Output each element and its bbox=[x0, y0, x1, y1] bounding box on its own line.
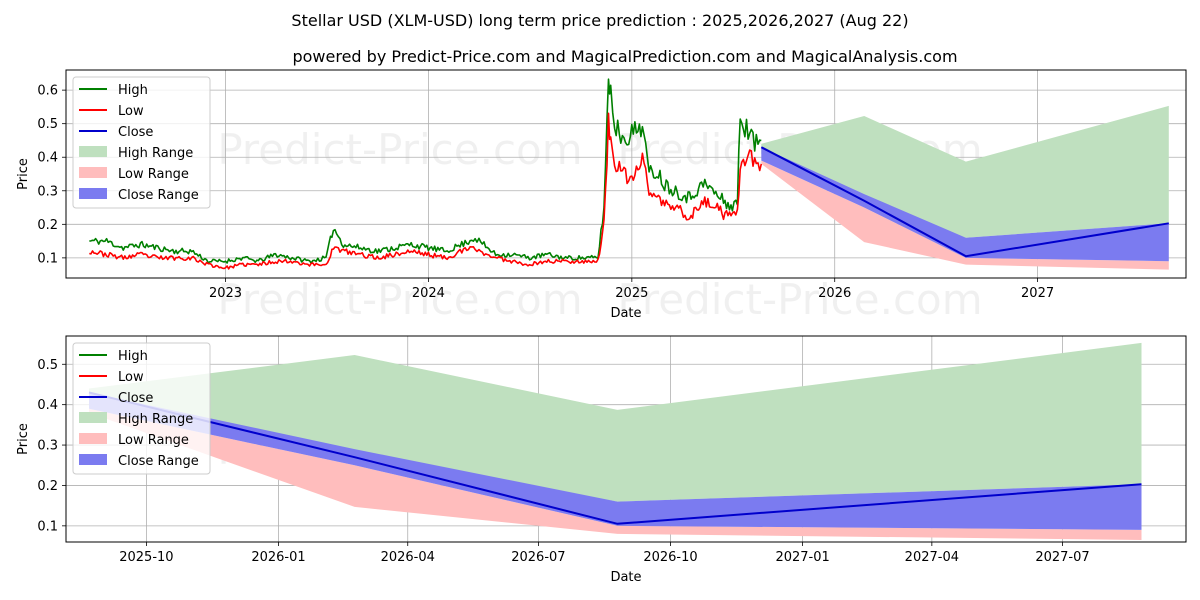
close-series-line bbox=[88, 391, 1142, 525]
x-tick-label: 2027 bbox=[1021, 286, 1054, 301]
y-tick-label: 0.4 bbox=[37, 398, 58, 413]
legend-swatch-high-range bbox=[79, 412, 107, 423]
x-tick-label: 2026 bbox=[818, 286, 851, 301]
y-tick-label: 0.4 bbox=[37, 151, 58, 166]
y-tick-label: 0.2 bbox=[37, 479, 58, 494]
chart-subtitle: powered by Predict-Price.com and Magical… bbox=[292, 47, 957, 66]
legend-swatch-low-range bbox=[79, 433, 107, 444]
legend-box bbox=[72, 76, 211, 209]
x-tick-label: 2027-07 bbox=[1035, 550, 1089, 565]
legend-label: Low Range bbox=[118, 167, 189, 182]
x-tick-label: 2026-07 bbox=[511, 550, 565, 565]
legend-label: High bbox=[118, 83, 148, 98]
y-axis-label: Price bbox=[16, 423, 31, 455]
forecast-plot: Predict-Price.comPredict-Price.com2025-1… bbox=[16, 335, 1187, 585]
plot-frame bbox=[65, 69, 1187, 279]
legend-label: High Range bbox=[118, 146, 193, 161]
x-tick-label: 2025 bbox=[615, 286, 648, 301]
legend-box bbox=[72, 342, 211, 475]
legend-label: Close bbox=[118, 125, 153, 140]
y-tick-label: 0.5 bbox=[37, 117, 58, 132]
legend-label: Close bbox=[118, 391, 153, 406]
low-series-line bbox=[89, 112, 763, 270]
x-tick-label: 2023 bbox=[209, 286, 242, 301]
legend-label: Close Range bbox=[118, 454, 199, 469]
y-tick-label: 0.1 bbox=[37, 519, 58, 534]
y-tick-label: 0.3 bbox=[37, 184, 58, 199]
legend-swatch-close-range bbox=[79, 188, 107, 199]
y-tick-label: 0.2 bbox=[37, 218, 58, 233]
high-range-band bbox=[89, 342, 1142, 502]
x-axis-label: Date bbox=[610, 306, 641, 321]
legend-swatch-high-range bbox=[79, 146, 107, 157]
legend-label: High Range bbox=[118, 412, 193, 427]
y-tick-label: 0.5 bbox=[37, 358, 58, 373]
x-tick-label: 2026-10 bbox=[643, 550, 697, 565]
x-tick-label: 2027-04 bbox=[905, 550, 959, 565]
plot-frame bbox=[65, 335, 1187, 543]
low-range-band bbox=[761, 160, 1169, 270]
legend-label: Low Range bbox=[118, 433, 189, 448]
watermark-text: Predict-Price.com bbox=[617, 275, 982, 324]
close-range-band bbox=[761, 147, 1169, 262]
x-axis-label: Date bbox=[610, 570, 641, 585]
legend-label: Low bbox=[118, 104, 144, 119]
watermark-text: Predict-Price.com bbox=[217, 125, 582, 174]
x-tick-label: 2025-10 bbox=[119, 550, 173, 565]
x-tick-label: 2026-01 bbox=[251, 550, 305, 565]
legend-label: Close Range bbox=[118, 188, 199, 203]
high-series-line bbox=[89, 78, 762, 264]
y-tick-label: 0.1 bbox=[37, 251, 58, 266]
chart-title: Stellar USD (XLM-USD) long term price pr… bbox=[291, 11, 908, 30]
watermark-text: Predict-Price.com bbox=[217, 275, 582, 324]
legend-label: High bbox=[118, 349, 148, 364]
legend-label: Low bbox=[118, 370, 144, 385]
close-series-line bbox=[760, 146, 1169, 258]
legend-swatch-low-range bbox=[79, 167, 107, 178]
x-tick-label: 2027-01 bbox=[775, 550, 829, 565]
historical-plot: Predict-Price.com Predict-Price.com Predic… bbox=[16, 69, 1187, 324]
y-axis-label: Price bbox=[16, 158, 31, 190]
low-range-band bbox=[89, 408, 1142, 540]
x-tick-label: 2024 bbox=[412, 286, 445, 301]
legend-swatch-close-range bbox=[79, 454, 107, 465]
y-tick-label: 0.6 bbox=[37, 84, 58, 99]
y-tick-label: 0.3 bbox=[37, 439, 58, 454]
high-range-band bbox=[761, 105, 1169, 238]
close-range-band bbox=[89, 392, 1142, 530]
x-tick-label: 2026-04 bbox=[381, 550, 435, 565]
